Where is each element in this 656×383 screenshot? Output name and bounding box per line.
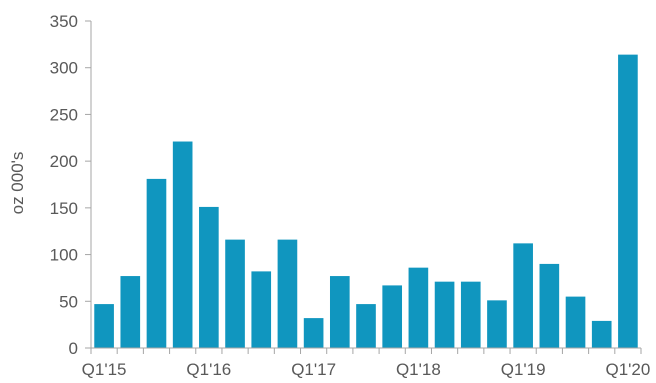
bar-Q3'18: Q3'18: 71 (460, 281, 481, 348)
bar-Q4'15: Q4'15: 221 (172, 141, 193, 348)
y-tick-label: 200 (50, 152, 78, 171)
x-tick-label: Q1'20 (605, 360, 650, 379)
bars: Q1'15: 47 Q2'15: 77Q3'15: 181Q4'15: 221 Q1… (94, 54, 638, 349)
y-tick-label: 300 (50, 59, 78, 78)
bar-Q3'19: Q3'19: 55 (565, 296, 586, 348)
x-tick-label: Q1'16 (186, 360, 231, 379)
y-tick-label: 50 (59, 292, 78, 311)
y-tick-label: 350 (50, 12, 78, 31)
y-axis: 0 50 100 150 200 250 300 350 (50, 12, 92, 358)
y-tick-label: 0 (69, 339, 78, 358)
y-axis-title: oz 000's (8, 152, 27, 215)
y-tick-label: 150 (50, 199, 78, 218)
bar-Q2'19: Q2'19: 90 (539, 263, 560, 348)
bar-Q2'17: Q2'17: 77 (329, 276, 350, 348)
bar-Q3'17: Q3'17: 47 (356, 304, 376, 348)
bar-Q1'18: Q1'18: 86 (408, 267, 429, 348)
bar-Q1'16: Q1'16: 151 (199, 206, 219, 348)
y-tick-label: 250 (50, 105, 78, 124)
bar-Q3'15: Q3'15: 181 (146, 178, 167, 348)
x-tick-label: Q1'19 (501, 360, 546, 379)
bar-Q2'18: Q2'18: 71 (434, 281, 455, 348)
bar-Q1'20: Q1'20: 314 (618, 54, 638, 349)
bar-Q4'17: Q4'17: 67 (382, 285, 403, 348)
bar-Q1'19: Q1'19: 112 (513, 243, 533, 348)
bar-Q4'18: Q4'18: 51 (487, 300, 507, 348)
x-tick-label: Q1'15 (82, 360, 127, 379)
bar-Q3'16: Q3'16: 82 (251, 271, 272, 348)
bar-Q2'16: Q2'16: 116 (225, 239, 245, 348)
bar-Q1'17: Q1'17: 32 (303, 318, 324, 348)
y-tick-label: 100 (50, 246, 78, 265)
bar-Q4'16: Q4'16: 116 (277, 239, 298, 348)
bar-Q1'15: Q1'15: 47 (94, 304, 114, 348)
x-tick-label: Q1'17 (291, 360, 336, 379)
x-axis: Q1'15 Q1'16 Q1'17 Q1'18 Q1'19 Q1'20 (82, 347, 650, 379)
bar-Q2'15: Q2'15: 77 (120, 276, 141, 348)
bar-Q4'19: Q4'19: 29 (591, 320, 612, 348)
x-tick-label: Q1'18 (396, 360, 441, 379)
